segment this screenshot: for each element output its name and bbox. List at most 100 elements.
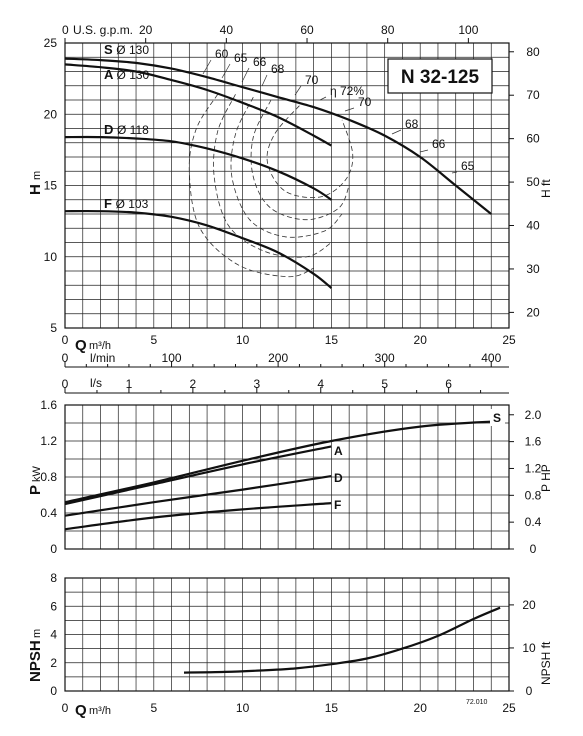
npsh-q-tick-label: 25 xyxy=(502,701,516,715)
q-tick-label: 5 xyxy=(150,333,157,347)
npsh-curve xyxy=(183,606,501,674)
power-curve-F xyxy=(64,502,332,531)
npsh-q-tick-label: 5 xyxy=(150,701,157,715)
head-curve-F xyxy=(64,209,333,289)
head-axis-unit: m xyxy=(31,171,43,180)
lmin-tick-label: 200 xyxy=(268,351,288,365)
power-panel-frame xyxy=(64,404,510,550)
ls-tick-label: 0 xyxy=(62,377,69,391)
efficiency-contour xyxy=(250,99,350,221)
efficiency-contour xyxy=(266,105,354,199)
head-curve-S xyxy=(64,57,492,215)
npsh-panel-frame xyxy=(64,577,510,692)
npsh-q-tick-label: 10 xyxy=(236,701,250,715)
npsh-ft-tick-label: 20 xyxy=(522,598,536,612)
efficiency-label: 68 xyxy=(271,62,285,76)
ls-tick-label: 3 xyxy=(253,377,260,391)
power-ytick-label: 0.4 xyxy=(40,506,57,520)
lmin-tick-label: 400 xyxy=(481,351,501,365)
efficiency-label: 70 xyxy=(358,95,372,109)
head-panel-frame xyxy=(64,42,510,329)
efficiency-leader xyxy=(221,63,231,79)
lmin-axis-label: l/min xyxy=(90,351,115,365)
power-hp-tick-label: 0 xyxy=(530,542,537,556)
lmin-tick-label: 0 xyxy=(62,351,69,365)
q-tick-label: 25 xyxy=(502,333,516,347)
efficiency-contour xyxy=(213,94,332,258)
efficiency-label: 65 xyxy=(461,159,475,173)
gpm-tick-label: 80 xyxy=(381,23,395,37)
head-curve-A xyxy=(64,63,332,147)
q-axis-label-top: Q xyxy=(75,337,87,354)
power-hp-axis-label: P HP xyxy=(539,464,553,492)
efficiency-leader xyxy=(344,107,355,112)
head-ft-tick-label: 20 xyxy=(526,305,540,319)
power-hp-tick-label: 0.4 xyxy=(525,515,542,529)
head-axis-label: H xyxy=(27,184,44,195)
power-axis-unit: kW xyxy=(31,466,43,483)
npsh-axis-label: NPSH xyxy=(27,640,44,682)
efficiency-leader xyxy=(451,171,458,174)
power-hp-tick-label: 1.6 xyxy=(525,435,542,449)
head-ft-tick-label: 70 xyxy=(526,88,540,102)
head-ft-tick-label: 30 xyxy=(526,262,540,276)
efficiency-label: 65 xyxy=(234,51,248,65)
curves-layer xyxy=(64,57,501,674)
npsh-ytick-label: 8 xyxy=(50,571,57,585)
power-curve-D xyxy=(64,475,332,517)
npsh-q-tick-label: 0 xyxy=(62,701,69,715)
npsh-axis-unit: m xyxy=(31,629,43,638)
npsh-ytick-label: 4 xyxy=(50,628,57,642)
efficiency-leader xyxy=(294,85,302,96)
efficiency-leader xyxy=(261,74,268,87)
npsh-q-tick-label: 15 xyxy=(325,701,339,715)
efficiency-label: 68 xyxy=(405,117,419,131)
chart-code: 72.010 xyxy=(466,699,488,706)
efficiency-label: 70 xyxy=(305,73,319,87)
power-ytick-label: 0.8 xyxy=(40,470,57,484)
npsh-ytick-label: 0 xyxy=(50,684,57,698)
q-tick-label: 10 xyxy=(236,333,250,347)
chart-title: N 32-125 xyxy=(401,67,480,88)
q-axis-unit-top: m³/h xyxy=(89,340,111,352)
head-ytick-label: 20 xyxy=(44,107,58,121)
gpm-tick-label: 0 xyxy=(62,23,69,37)
gpm-tick-label: 20 xyxy=(139,23,153,37)
head-curve-label-F: F Ø 103 xyxy=(104,196,149,211)
head-curve-label-A: A Ø 130 xyxy=(104,67,150,82)
head-ytick-label: 25 xyxy=(44,36,58,50)
power-label-bg xyxy=(490,409,505,426)
power-hp-tick-label: 0.8 xyxy=(525,488,542,502)
power-curve-A xyxy=(64,445,332,506)
head-ft-tick-label: 40 xyxy=(526,219,540,233)
power-hp-tick-label: 2.0 xyxy=(525,408,542,422)
efficiency-leader xyxy=(419,149,429,153)
ls-tick-label: 2 xyxy=(190,377,197,391)
head-ft-tick-label: 80 xyxy=(526,45,540,59)
npsh-ft-tick-label: 0 xyxy=(526,684,533,698)
q-tick-label: 0 xyxy=(62,333,69,347)
npsh-q-tick-label: 20 xyxy=(414,701,428,715)
ls-tick-label: 6 xyxy=(445,377,452,391)
q-tick-label: 20 xyxy=(414,333,428,347)
npsh-ft-tick-label: 10 xyxy=(522,641,536,655)
ls-tick-label: 1 xyxy=(126,377,133,391)
head-curve-D xyxy=(64,135,333,201)
gpm-tick-label: 40 xyxy=(220,23,234,37)
lmin-tick-label: 300 xyxy=(375,351,395,365)
efficiency-contour xyxy=(230,97,343,238)
head-ft-axis-label: H ft xyxy=(539,179,553,198)
ls-tick-label: 5 xyxy=(381,377,388,391)
title-box xyxy=(387,58,493,94)
q-tick-label: 15 xyxy=(325,333,339,347)
grid-layer xyxy=(64,42,510,692)
efficiency-leader xyxy=(202,59,212,75)
efficiency-label: η 72% xyxy=(330,84,364,98)
efficiency-contours xyxy=(188,94,354,278)
head-ft-tick-label: 50 xyxy=(526,175,540,189)
efficiency-label: 66 xyxy=(253,55,267,69)
head-curve-label-D: D Ø 118 xyxy=(104,122,149,137)
efficiency-contour xyxy=(188,94,314,278)
efficiency-label: 66 xyxy=(432,137,446,151)
